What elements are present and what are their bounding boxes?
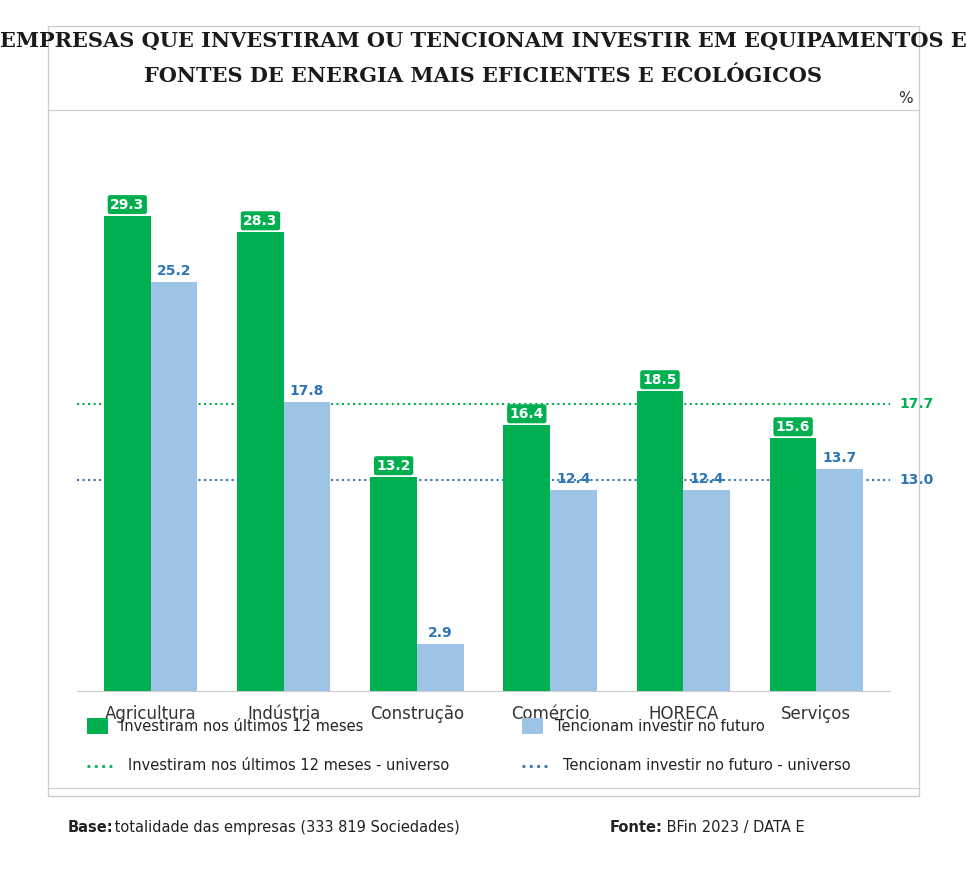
Bar — [770, 438, 816, 691]
Text: FONTES DE ENERGIA MAIS EFICIENTES E ECOLÓGICOS: FONTES DE ENERGIA MAIS EFICIENTES E ECOL… — [144, 66, 823, 86]
Text: 15.6: 15.6 — [776, 420, 810, 434]
Text: 13.0: 13.0 — [899, 473, 933, 487]
Text: %: % — [897, 92, 913, 106]
Text: 12.4: 12.4 — [556, 472, 591, 486]
Bar — [151, 282, 197, 691]
Text: Base:: Base: — [68, 819, 113, 835]
Text: 13.2: 13.2 — [376, 458, 411, 473]
Bar — [104, 216, 151, 691]
Text: Investiram nos últimos 12 meses: Investiram nos últimos 12 meses — [120, 718, 364, 734]
Bar — [816, 469, 863, 691]
Text: E​MPRESAS QUE INVESTIRAM OU TENCIONAM INVESTIR EM EQUIPAMENTOS E: E​MPRESAS QUE INVESTIRAM OU TENCIONAM IN… — [0, 31, 967, 51]
Text: totalidade das empresas (333 819 Sociedades): totalidade das empresas (333 819 Socieda… — [110, 819, 460, 835]
Bar — [237, 231, 283, 691]
Text: 29.3: 29.3 — [110, 198, 144, 211]
Bar — [684, 489, 730, 691]
Text: Investiram nos últimos 12 meses - universo: Investiram nos últimos 12 meses - univer… — [128, 758, 449, 774]
Bar — [283, 402, 331, 691]
Text: 17.8: 17.8 — [290, 384, 324, 398]
Text: 25.2: 25.2 — [157, 264, 191, 278]
Text: 17.7: 17.7 — [899, 397, 933, 411]
Text: Fonte:: Fonte: — [609, 819, 662, 835]
Text: Tencionam investir no futuro: Tencionam investir no futuro — [555, 718, 765, 734]
Text: 2.9: 2.9 — [428, 626, 453, 640]
Bar — [550, 489, 597, 691]
Text: Tencionam investir no futuro - universo: Tencionam investir no futuro - universo — [563, 758, 850, 774]
Text: 18.5: 18.5 — [643, 373, 677, 386]
Bar — [370, 477, 417, 691]
Text: 16.4: 16.4 — [510, 407, 544, 421]
Text: BFin 2023 / DATA E: BFin 2023 / DATA E — [662, 819, 805, 835]
Bar — [417, 644, 463, 691]
Text: 28.3: 28.3 — [244, 214, 278, 228]
Text: 12.4: 12.4 — [689, 472, 723, 486]
Bar — [504, 425, 550, 691]
Text: 13.7: 13.7 — [823, 451, 857, 465]
Bar — [636, 391, 684, 691]
